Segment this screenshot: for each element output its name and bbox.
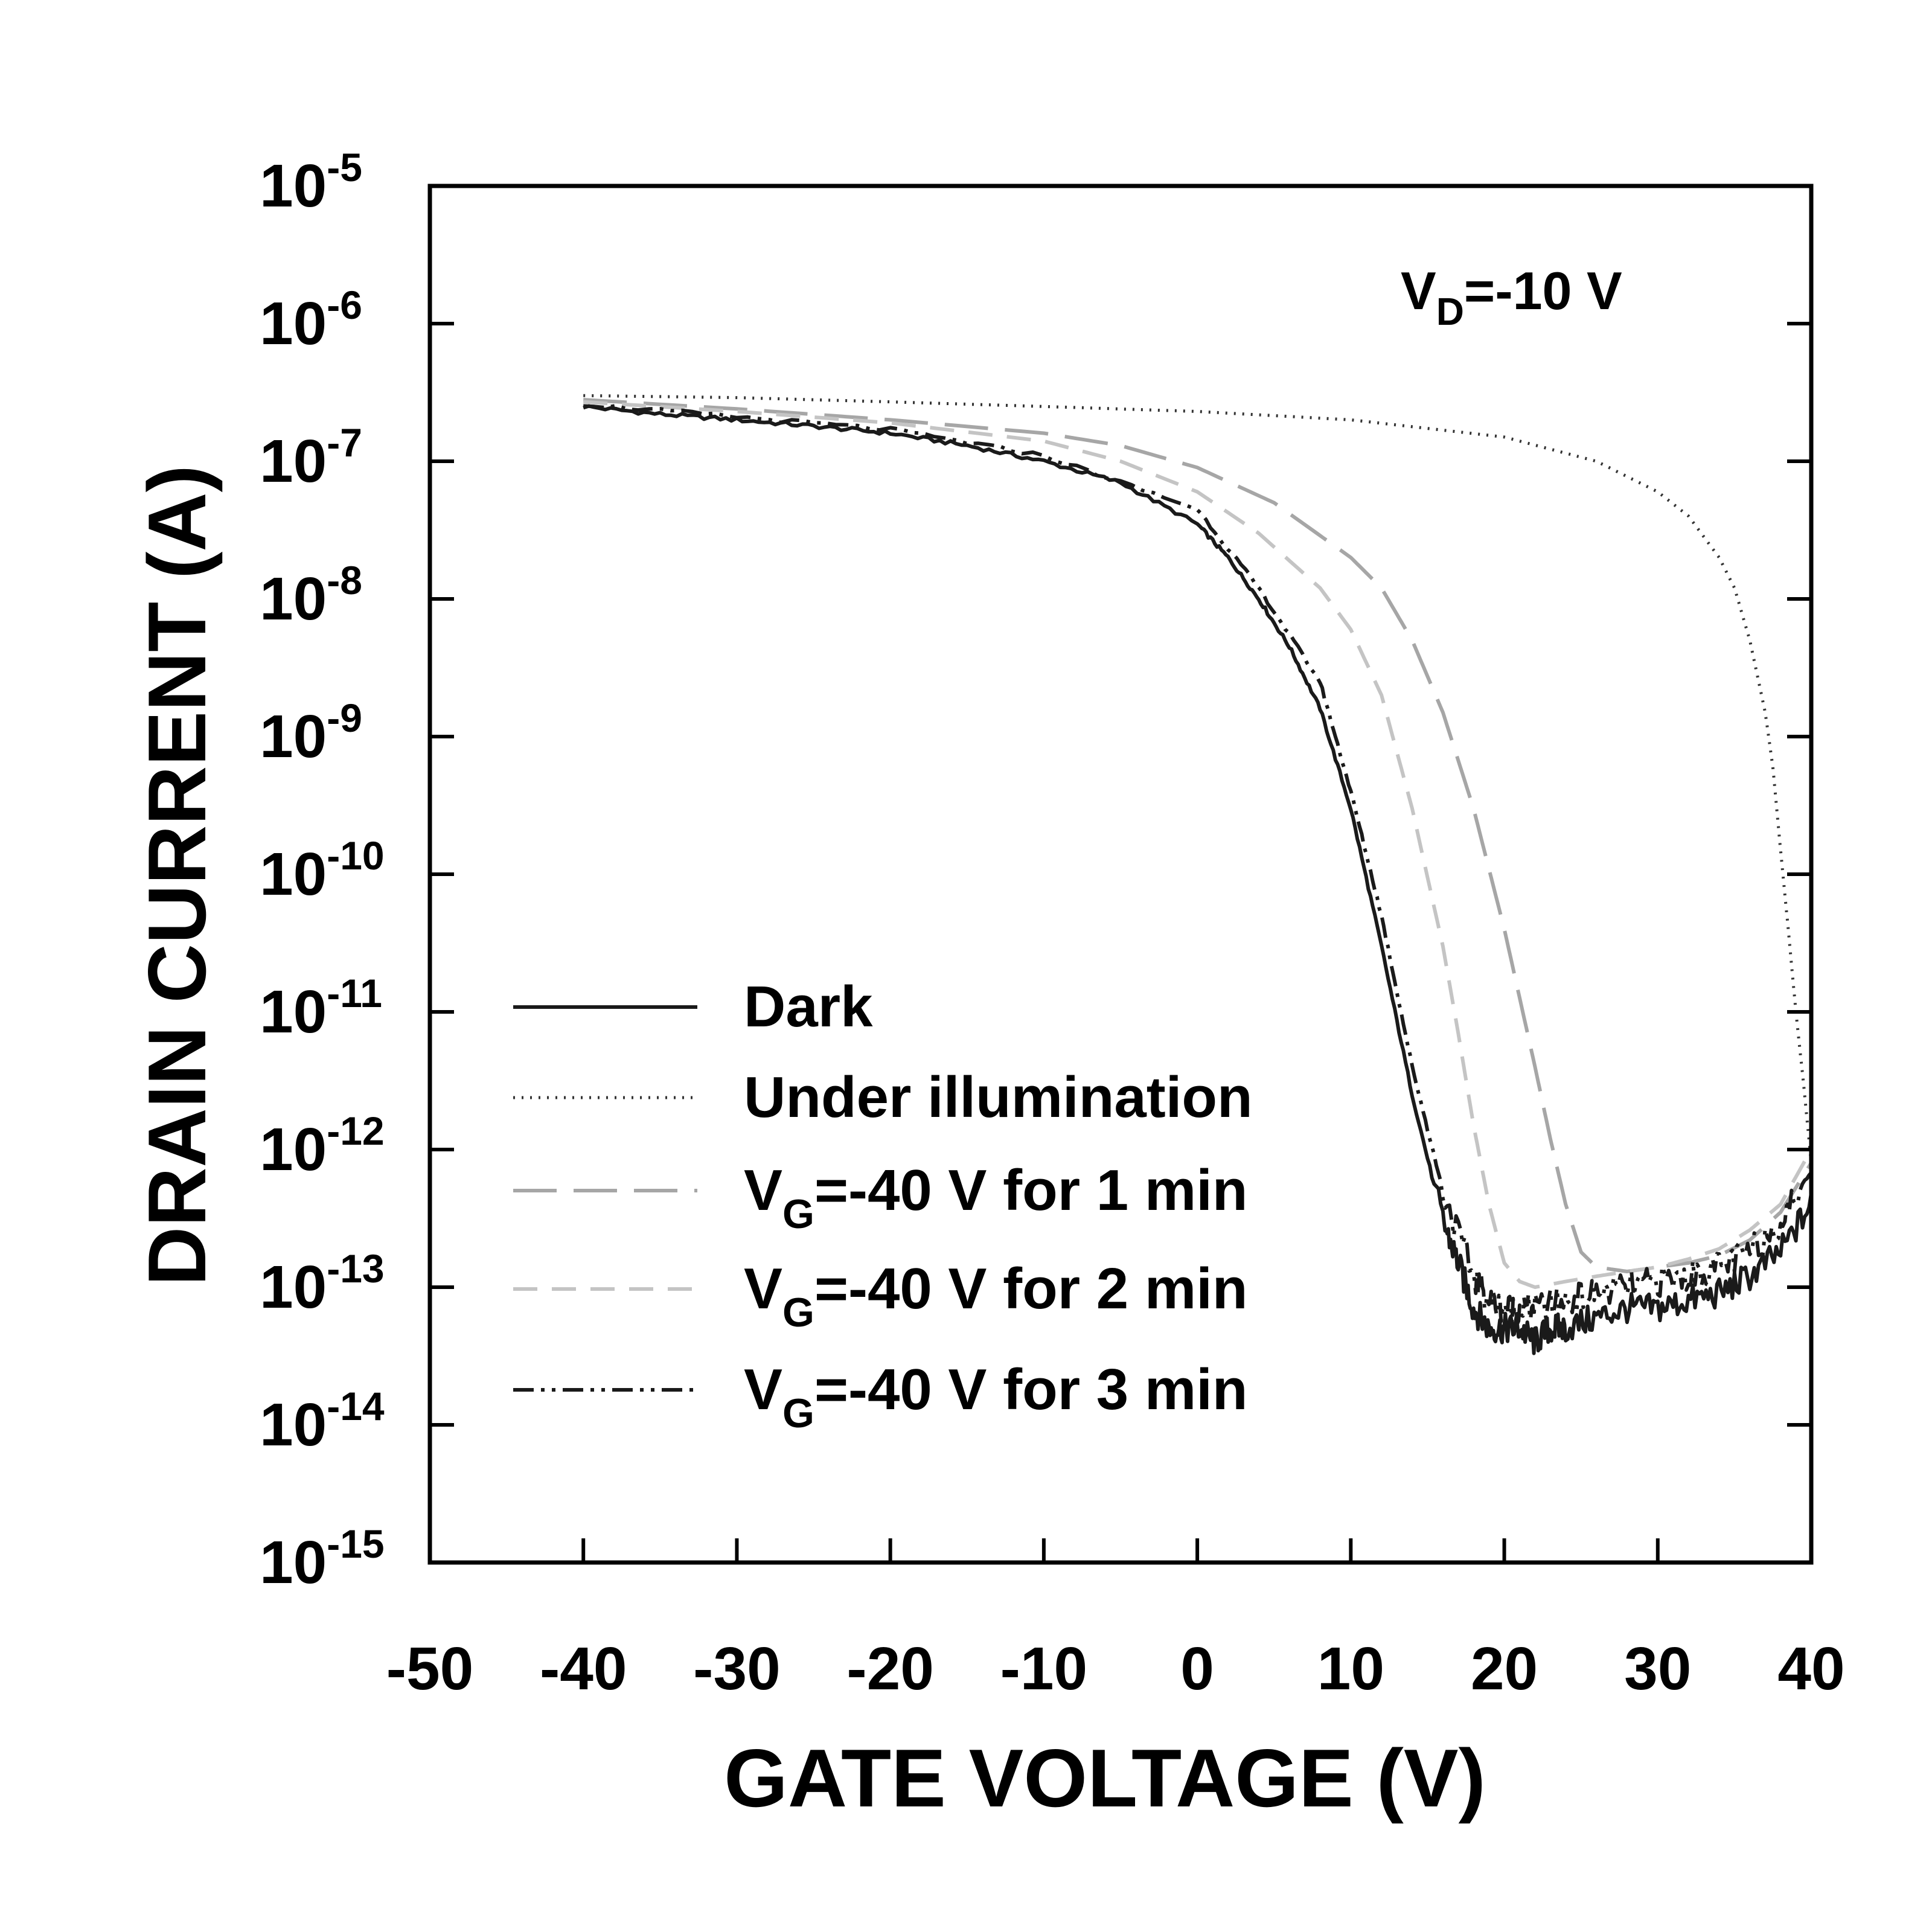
x-tick-label: -10 xyxy=(1000,1635,1088,1703)
series-layer xyxy=(583,394,1813,1355)
legend-label: Under illumination xyxy=(744,1065,1253,1130)
annotation-sub: D xyxy=(1436,290,1464,333)
legend-label: Dark xyxy=(744,974,873,1039)
x-tick-label: -30 xyxy=(693,1635,781,1703)
x-tick-label: 30 xyxy=(1624,1635,1691,1703)
x-tick-label: 40 xyxy=(1777,1635,1844,1703)
tick-layer: -50 -40 -30 -20 -10 0 10 20 30 40 10-5 10-6 10-7 10-8… xyxy=(260,145,1845,1703)
x-axis-label: GATE VOLTAGE (V) xyxy=(724,1732,1486,1824)
y-tick-label: 10-7 xyxy=(260,420,362,495)
y-tick-label: 10-9 xyxy=(260,696,362,770)
y-tick-label: 10-15 xyxy=(260,1521,385,1596)
y-tick-label: 10-12 xyxy=(260,1108,385,1183)
legend-label: VG=-40 V for 3 min xyxy=(744,1357,1248,1436)
x-tick-label: 0 xyxy=(1180,1635,1214,1703)
series-line-2 xyxy=(583,394,1813,1163)
y-tick-label: 10-14 xyxy=(260,1384,385,1459)
y-tick-label: 10-11 xyxy=(260,971,382,1046)
y-tick-label: 10-6 xyxy=(260,283,362,357)
vd-annotation: VD=-10 V xyxy=(1401,261,1622,333)
x-tick-label: -40 xyxy=(540,1635,627,1703)
y-tick-label: 10-13 xyxy=(260,1246,385,1321)
series-line-3 xyxy=(583,398,1813,1273)
x-tick-label: 20 xyxy=(1471,1635,1538,1703)
y-axis-label: DRAIN CURRENT (A) xyxy=(131,465,223,1286)
series-line-4 xyxy=(583,400,1813,1289)
y-tick-label: 10-10 xyxy=(260,833,385,908)
annotation-main: V xyxy=(1401,261,1436,321)
annotation-rest: =-10 V xyxy=(1464,261,1622,321)
y-tick-label: 10-8 xyxy=(260,558,362,633)
x-tick-label: 10 xyxy=(1317,1635,1384,1703)
series-line-1 xyxy=(583,404,1813,1355)
svg-text:VD=-10 V: VD=-10 V xyxy=(1401,261,1622,333)
y-tick-label: 10-5 xyxy=(260,145,362,220)
series-line-5 xyxy=(583,403,1813,1326)
x-tick-label: -20 xyxy=(846,1635,934,1703)
x-tick-label: -50 xyxy=(386,1635,474,1703)
legend-label: VG=-40 V for 1 min xyxy=(744,1158,1248,1237)
legend-label: VG=-40 V for 2 min xyxy=(744,1256,1248,1335)
legend: Dark Under illumination VG=-40 V for 1 min… xyxy=(513,974,1253,1436)
